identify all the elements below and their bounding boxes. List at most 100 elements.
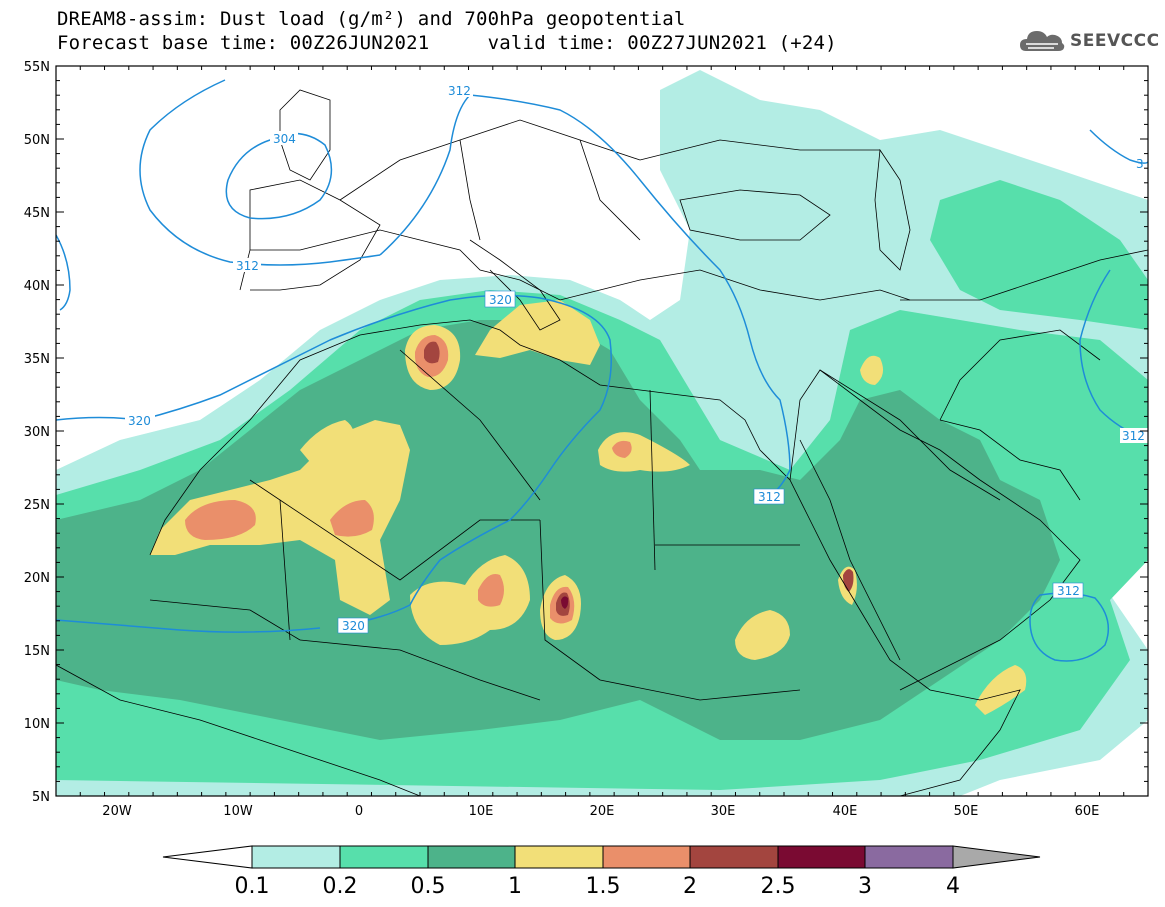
dust-band-0.5 — [56, 320, 1060, 740]
contour-label: 312 — [236, 259, 259, 273]
colorbar-label: 0.1 — [235, 874, 270, 899]
lat-label: 50N — [24, 133, 50, 148]
africa-south-coast — [56, 664, 421, 796]
dust-band-1-sudan — [735, 610, 790, 660]
border-europe-3 — [579, 139, 641, 241]
colorbar-segment — [864, 845, 954, 869]
dust-band-1-mali — [300, 420, 354, 463]
lat-label: 15N — [24, 644, 50, 659]
dust-band-1-tunisia — [475, 300, 600, 365]
contour-label: 312 — [448, 84, 471, 98]
lon-label: 40E — [833, 804, 858, 819]
colorbar-segment — [339, 845, 429, 869]
border-chad — [539, 519, 601, 681]
colorbar-segment — [514, 845, 604, 869]
colorbar-label: 1.5 — [586, 874, 621, 899]
lat-label: 20N — [24, 571, 50, 586]
colorbar-label: 1 — [508, 874, 522, 899]
border-central — [299, 639, 541, 701]
contour-label: 320 — [128, 414, 151, 428]
border-west — [149, 599, 301, 641]
caspian-sea — [874, 148, 911, 271]
colorbar-segment — [427, 845, 516, 869]
border-iran — [939, 329, 1101, 421]
colorbar-segment — [689, 845, 779, 869]
contour-304 — [225, 132, 333, 220]
contour-320-south — [56, 619, 321, 633]
persian-gulf — [939, 419, 1081, 501]
dust-field — [56, 70, 1148, 796]
lat-label: 25N — [24, 498, 50, 513]
lon-labels: 20W 10W 0 10E 20E 30E 40E 50E 60E — [102, 804, 1099, 819]
colorbar-segment — [777, 845, 866, 869]
colorbar: 0.1 0.2 0.5 1 1.5 2 2.5 3 4 — [162, 845, 1041, 899]
lon-label: 50E — [954, 804, 979, 819]
colorbar-label: 2 — [683, 874, 697, 899]
lon-label: 0 — [355, 804, 363, 819]
dust-band-1.5-libya — [612, 440, 632, 458]
dust-band-1-saudi — [860, 355, 884, 385]
border-algeria — [399, 349, 541, 501]
lat-label: 35N — [24, 352, 50, 367]
contour-312-edge — [56, 234, 71, 311]
cloud-icon — [1020, 31, 1065, 51]
dust-band-0.2-east — [930, 180, 1148, 330]
contour-label: 312 — [1057, 584, 1080, 598]
lon-label: 10W — [223, 804, 253, 819]
colorbar-under-triangle — [162, 845, 253, 869]
europe-coast — [239, 229, 911, 301]
forecast-times: Forecast base time: 00Z26JUN2021 valid t… — [57, 32, 837, 54]
geopotential-contours — [56, 79, 1148, 662]
contour-312-arabia — [1029, 592, 1110, 662]
black-sea — [679, 189, 831, 241]
contour-312-west — [139, 79, 381, 266]
dust-band-1.5-niger — [478, 574, 504, 607]
border-asia — [900, 249, 1148, 301]
colorbar-label: 2.5 — [761, 874, 796, 899]
lon-label: 60E — [1075, 804, 1100, 819]
logo-text: SEEVCCC — [1070, 31, 1160, 51]
lat-label: 10N — [24, 717, 50, 732]
border-saudi — [819, 369, 1001, 501]
dust-band-1.5-algeria — [330, 500, 374, 537]
colorbar-label: 0.5 — [411, 874, 446, 899]
lat-label: 45N — [24, 206, 50, 221]
chart-title: DREAM8-assim: Dust load (g/m²) and 700hP… — [57, 8, 686, 30]
lon-label: 10E — [469, 804, 494, 819]
africa-coast — [149, 319, 1021, 796]
italy-coast — [469, 239, 561, 331]
axis-ticks — [55, 65, 1149, 797]
border-europe-1 — [339, 119, 641, 201]
iberia-coast — [249, 179, 381, 291]
lat-labels: 55N 50N 45N 40N 35N 30N 25N 20N 15N 10N … — [24, 60, 50, 805]
border-europe-2 — [459, 139, 481, 241]
contour-label: 304 — [273, 132, 296, 146]
contour-312-north — [379, 94, 791, 496]
contour-label: 312 — [1122, 429, 1145, 443]
contour-label: 3 — [1136, 157, 1144, 171]
contour-label: 320 — [489, 293, 512, 307]
lat-label: 5N — [32, 790, 50, 805]
lon-label: 20E — [590, 804, 615, 819]
lat-label: 30N — [24, 425, 50, 440]
lon-label: 20W — [102, 804, 132, 819]
border-russia — [639, 139, 880, 161]
colorbar-over-triangle — [952, 845, 1041, 869]
border-sudan-south — [599, 679, 801, 701]
dust-band-1-somalia — [975, 665, 1027, 715]
contour-312-far-east — [1089, 129, 1148, 164]
colorbar-segment — [602, 845, 691, 869]
seevccc-logo: SEEVCCC — [1018, 26, 1160, 56]
colorbar-label: 3 — [858, 874, 872, 899]
red-sea-east — [799, 439, 901, 661]
contour-312-iran — [1079, 269, 1148, 441]
contour-320-north — [56, 294, 612, 626]
dust-band-1.5-mauritania — [185, 500, 256, 540]
colorbar-label: 4 — [946, 874, 960, 899]
border-libya-egypt — [649, 389, 656, 571]
contour-label: 320 — [342, 619, 365, 633]
dust-band-2-atlas — [424, 341, 440, 364]
dust-band-1-west — [150, 420, 410, 615]
dust-band-2.5-chad — [561, 596, 569, 609]
